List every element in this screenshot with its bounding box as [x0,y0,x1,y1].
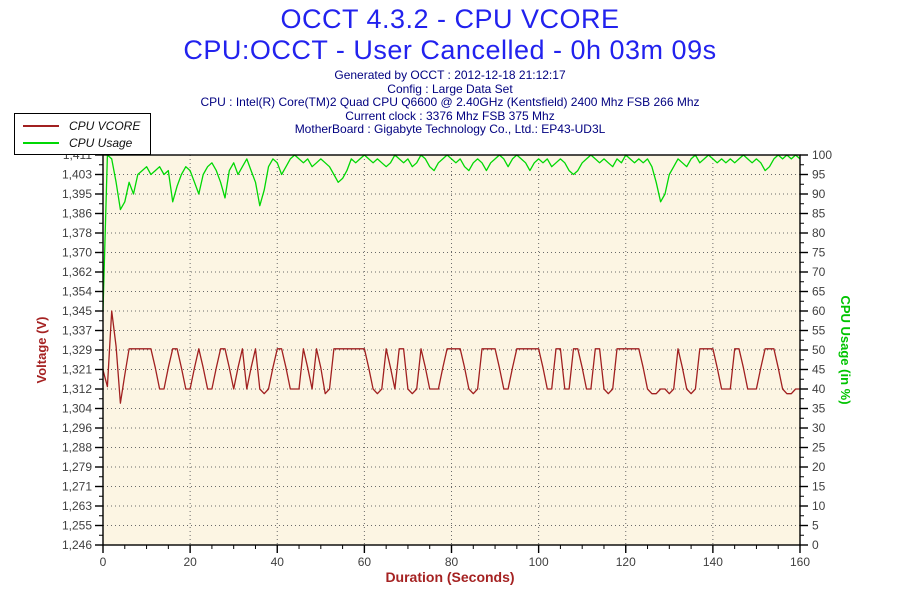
y-left-tick-label: 1,329 [62,343,92,357]
y-right-tick-label: 15 [812,480,826,494]
x-tick-label: 80 [445,555,459,569]
x-tick-label: 140 [703,555,723,569]
y-left-tick-label: 1,386 [62,207,92,221]
y-right-tick-label: 25 [812,441,826,455]
info-line-config: Config : Large Data Set [387,81,513,96]
x-tick-label: 60 [358,555,372,569]
info-line-clock: Current clock : 3376 Mhz FSB 375 Mhz [345,108,555,123]
x-tick-label: 120 [616,555,636,569]
y-left-tick-label: 1,246 [62,538,92,552]
x-tick-label: 160 [790,555,810,569]
y-right-tick-label: 85 [812,207,826,221]
y-left-tick-label: 1,288 [62,441,92,455]
y-right-tick-label: 100 [812,148,832,162]
y-left-tick-label: 1,296 [62,421,92,435]
y-right-tick-label: 45 [812,363,826,377]
x-axis-title: Duration (Seconds) [385,569,515,585]
y-right-tick-label: 40 [812,382,826,396]
y-left-tick-label: 1,345 [62,304,92,318]
y-right-tick-label: 20 [812,460,826,474]
y-right-tick-label: 50 [812,343,826,357]
x-tick-label: 100 [529,555,549,569]
report-header: OCCT 4.3.2 - CPU VCORE CPU:OCCT - User C… [0,4,900,66]
usage-line-swatch-icon [23,141,59,144]
left-axis-title: Voltage (V) [34,316,49,384]
y-right-tick-label: 30 [812,421,826,435]
series-line-cpu-usage [102,154,801,312]
y-right-tick-label: 80 [812,226,826,240]
y-right-tick-label: 35 [812,402,826,416]
y-left-tick-label: 1,263 [62,499,92,513]
x-tick-label: 40 [271,555,285,569]
legend-label-cpu-usage: CPU Usage [69,135,133,150]
right-axis-title: CPU Usage (in %) [838,295,853,405]
y-right-tick-label: 75 [812,246,826,260]
y-right-tick-label: 55 [812,324,826,338]
legend: CPU VCORE CPU Usage [14,113,152,155]
series-line-cpu-vcore [102,310,800,404]
y-right-tick-label: 95 [812,168,826,182]
y-left-tick-label: 1,370 [62,246,92,260]
info-line-cpu: CPU : Intel(R) Core(TM)2 Quad CPU Q6600 … [200,95,700,110]
y-left-tick-label: 1,362 [62,265,92,279]
y-right-tick-label: 5 [812,519,819,533]
y-left-tick-label: 1,312 [62,382,92,396]
report-subtitle: CPU:OCCT - User Cancelled - 0h 03m 09s [183,35,717,65]
legend-label-cpu-vcore: CPU VCORE [69,118,141,133]
y-left-tick-label: 1,321 [62,363,92,377]
report-title: OCCT 4.3.2 - CPU VCORE [280,4,620,34]
y-right-tick-label: 65 [812,285,826,299]
x-tick-label: 20 [183,555,197,569]
legend-item-cpu-usage: CPU Usage [23,134,140,151]
y-left-tick-label: 1,337 [62,324,92,338]
y-left-tick-label: 1,354 [62,285,92,299]
y-left-tick-label: 1,395 [62,187,92,201]
report-info-block: Generated by OCCT : 2012-12-18 21:12:17 … [0,68,900,137]
y-left-tick-label: 1,378 [62,226,92,240]
info-line-generated: Generated by OCCT : 2012-12-18 21:12:17 [334,68,566,82]
y-right-tick-label: 10 [812,499,826,513]
y-left-tick-label: 1,255 [62,519,92,533]
y-right-tick-label: 90 [812,187,826,201]
y-right-tick-label: 0 [812,538,819,552]
y-left-tick-label: 1,271 [62,480,92,494]
y-left-tick-label: 1,279 [62,460,92,474]
x-tick-label: 0 [100,555,107,569]
y-right-tick-label: 70 [812,265,826,279]
info-line-motherboard: MotherBoard : Gigabyte Technology Co., L… [294,122,606,137]
y-right-tick-label: 60 [812,304,826,318]
y-left-tick-label: 1,403 [62,168,92,182]
legend-item-cpu-vcore: CPU VCORE [23,117,140,134]
y-left-tick-label: 1,304 [62,402,92,416]
vcore-line-swatch-icon [23,124,59,127]
